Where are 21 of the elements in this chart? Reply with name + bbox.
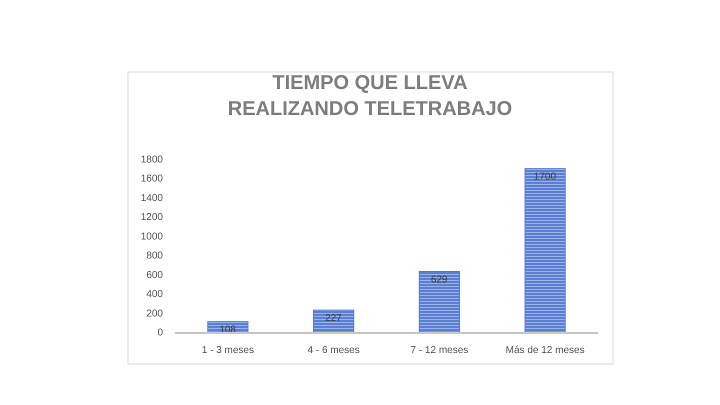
bar <box>313 310 354 332</box>
y-tick-label: 0 <box>157 328 164 338</box>
x-tick-label: Más de 12 meses <box>506 344 585 356</box>
data-label: 629 <box>430 274 448 286</box>
y-tick-label: 1000 <box>140 231 164 242</box>
y-tick-label: 1400 <box>140 192 164 204</box>
bar <box>524 168 566 332</box>
y-tick-label: 1800 <box>140 154 164 166</box>
bar <box>418 271 460 332</box>
y-tick-label: 1200 <box>140 212 164 224</box>
y-tick-label: 800 <box>146 250 164 262</box>
data-label: 227 <box>325 313 342 324</box>
y-tick-label: 1600 <box>140 174 164 185</box>
x-tick-label: 1 - 3 meses <box>202 344 254 356</box>
x-tick-label: 4 - 6 meses <box>308 344 360 356</box>
x-tick-label: 7 - 12 meses <box>410 344 468 356</box>
y-tick-label: 600 <box>146 270 164 281</box>
y-tick-label: 400 <box>146 289 164 300</box>
chart-title: TIEMPO QUE LLEVA REALIZANDO TELETRABAJO <box>228 72 512 120</box>
data-label: 1700 <box>534 172 556 183</box>
y-tick-label: 200 <box>146 308 164 320</box>
